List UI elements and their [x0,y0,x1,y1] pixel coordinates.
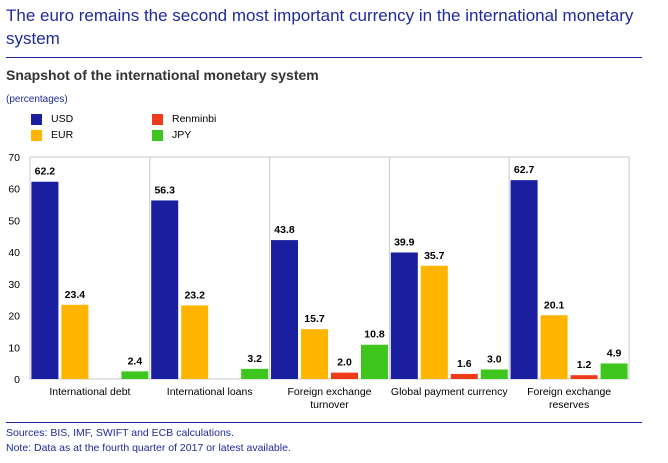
bar [510,180,538,379]
plot-frame [29,156,630,380]
x-tick-label: reserves [549,399,589,411]
x-tick-label: Global payment currency [391,386,508,398]
x-tick-label: International debt [49,386,130,398]
bar [181,305,209,379]
x-tick-label: turnover [310,399,349,411]
bar [540,315,568,379]
legend-item-jpy: JPY [152,129,191,141]
bar-value-label: 39.9 [394,236,415,248]
bar-value-label: 3.2 [247,353,262,365]
bar-value-label: 62.2 [35,166,56,178]
bar [241,368,269,379]
bar-value-label: 56.3 [154,184,175,196]
bar [61,304,89,379]
y-tick-label: 10 [8,342,20,354]
bar-value-label: 2.0 [337,357,352,369]
bar [331,372,358,379]
legend-item-usd: USD [31,113,73,125]
footer-divider [6,422,642,423]
legend-label-jpy: JPY [172,129,192,141]
footer-note: Note: Data as at the fourth quarter of 2… [6,442,291,454]
bar-value-label: 23.4 [65,289,86,301]
legend-label-eur: EUR [51,129,74,141]
bar-value-label: 23.2 [184,289,205,301]
y-tick-label: 50 [8,215,20,227]
bar [361,344,388,379]
bar-value-label: 43.8 [274,224,295,236]
bar [271,240,298,379]
bar [390,252,418,379]
bar [121,371,149,379]
y-tick-label: 40 [8,247,20,259]
legend-swatch-usd [31,113,42,125]
bar [570,375,598,379]
bar-value-label: 2.4 [128,355,143,367]
footer-sources: Sources: BIS, IMF, SWIFT and ECB calcula… [6,427,234,439]
legend-item-eur: EUR [31,129,73,141]
bar [31,181,59,379]
legend-label-renminbi: Renminbi [172,113,217,125]
bar-value-label: 15.7 [304,313,325,325]
legend-swatch-jpy [152,129,163,141]
bar [450,373,478,379]
legend-label-usd: USD [51,113,74,125]
bar [420,265,448,379]
legend-swatch-eur [31,129,42,141]
units-label: (percentages) [6,94,68,105]
bar-value-label: 10.8 [364,329,385,341]
chart-title: Snapshot of the international monetary s… [6,67,319,83]
bar-value-label: 35.7 [424,250,445,262]
bar-value-label: 3.0 [487,353,502,365]
bar [480,369,508,379]
bar-value-label: 62.7 [514,164,535,176]
legend-swatch-renminbi [152,113,163,125]
x-tick-label: Foreign exchange [287,386,371,398]
bar [151,200,179,379]
y-tick-label: 60 [8,184,20,196]
legend-item-renminbi: Renminbi [152,113,216,125]
y-tick-label: 70 [8,152,20,164]
bar-value-label: 1.6 [457,358,472,370]
bar-value-label: 4.9 [607,347,622,359]
bar [600,363,628,379]
y-tick-label: 30 [8,279,20,291]
headline-divider [6,57,642,58]
bar-value-label: 1.2 [577,359,592,371]
chart-headline: The euro remains the second most importa… [6,6,634,48]
bar [301,329,328,379]
y-tick-label: 0 [14,374,20,386]
y-tick-label: 20 [8,311,20,323]
x-tick-label: Foreign exchange [527,386,611,398]
bar-value-label: 20.1 [544,299,565,311]
x-tick-label: International loans [167,386,253,398]
